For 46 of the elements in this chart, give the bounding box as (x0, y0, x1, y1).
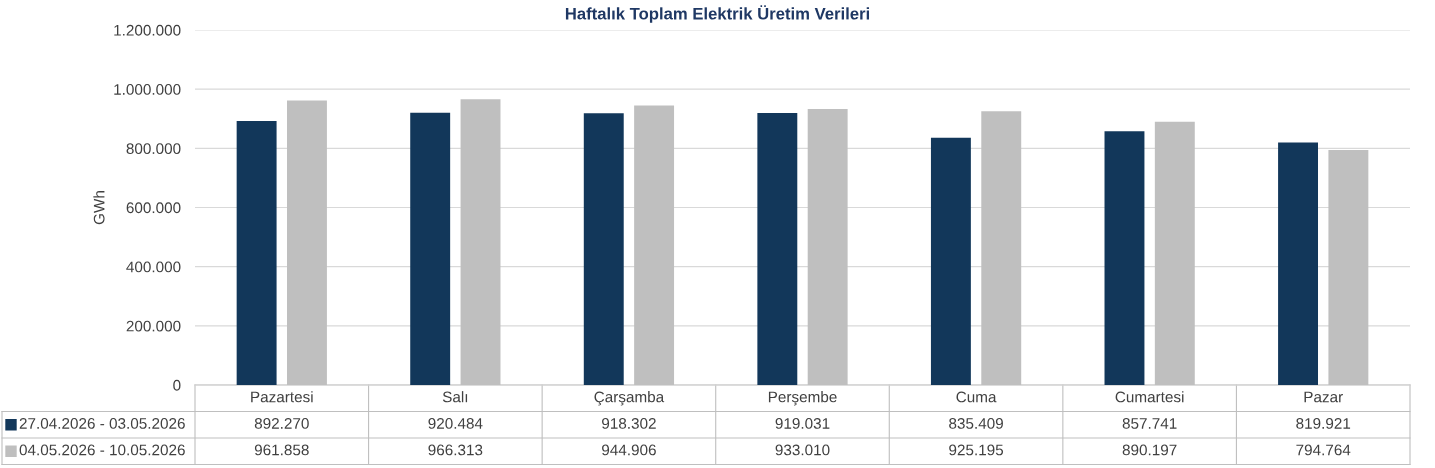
bar (1278, 142, 1319, 385)
x-tick-label: Pazar (1304, 391, 1343, 403)
x-tick-label: Cumartesi (1115, 391, 1184, 403)
data-label: 890.197 (1122, 444, 1177, 456)
y-tick-label: 400.000 (126, 261, 181, 273)
y-tick-label: 1.200.000 (114, 24, 181, 36)
data-label: 835.409 (949, 418, 1003, 429)
bar (286, 100, 327, 385)
x-tick-label: Çarşamba (594, 391, 665, 406)
bar (410, 112, 451, 385)
data-label: 961.858 (254, 444, 309, 456)
y-tick-label: 600.000 (126, 202, 181, 214)
bar (1154, 121, 1195, 385)
y-axis-title: GWh (93, 191, 105, 225)
x-tick-label: Cuma (956, 391, 997, 403)
bar (807, 108, 848, 385)
bar (757, 113, 798, 385)
data-label: 933.010 (775, 444, 830, 456)
data-label: 944.906 (602, 444, 656, 456)
legend-label: 27.04.2026 - 03.05.2026 (19, 418, 185, 429)
data-label: 794.764 (1296, 444, 1351, 456)
data-label: 966.313 (428, 444, 483, 456)
x-tick-label: Perşembe (768, 391, 837, 406)
x-tick-label: Pazartesi (251, 391, 313, 403)
y-tick-label: 800.000 (126, 143, 181, 155)
y-tick-label: 0 (173, 379, 181, 391)
bar (1104, 131, 1145, 385)
bar (634, 105, 675, 385)
bar (930, 137, 971, 385)
chart-title: Haftalık Toplam Elektrik Üretim Verileri (565, 5, 870, 23)
y-tick-label: 200.000 (126, 320, 181, 332)
y-tick-label: 1.000.000 (114, 84, 181, 95)
bar (460, 99, 501, 385)
x-tick-label: Salı (442, 391, 468, 403)
data-label: 920.484 (428, 418, 483, 429)
data-label: 919.031 (775, 418, 830, 429)
data-label: 819.921 (1296, 418, 1351, 429)
data-label: 925.195 (949, 444, 1004, 456)
data-label: 892.270 (254, 418, 309, 429)
bar (236, 121, 277, 385)
data-label: 918.302 (602, 418, 656, 429)
legend-label: 04.05.2026 - 10.05.2026 (19, 444, 185, 456)
data-label: 857.741 (1122, 418, 1177, 429)
bar (1328, 149, 1369, 385)
bar (583, 113, 624, 385)
bar (981, 111, 1022, 385)
